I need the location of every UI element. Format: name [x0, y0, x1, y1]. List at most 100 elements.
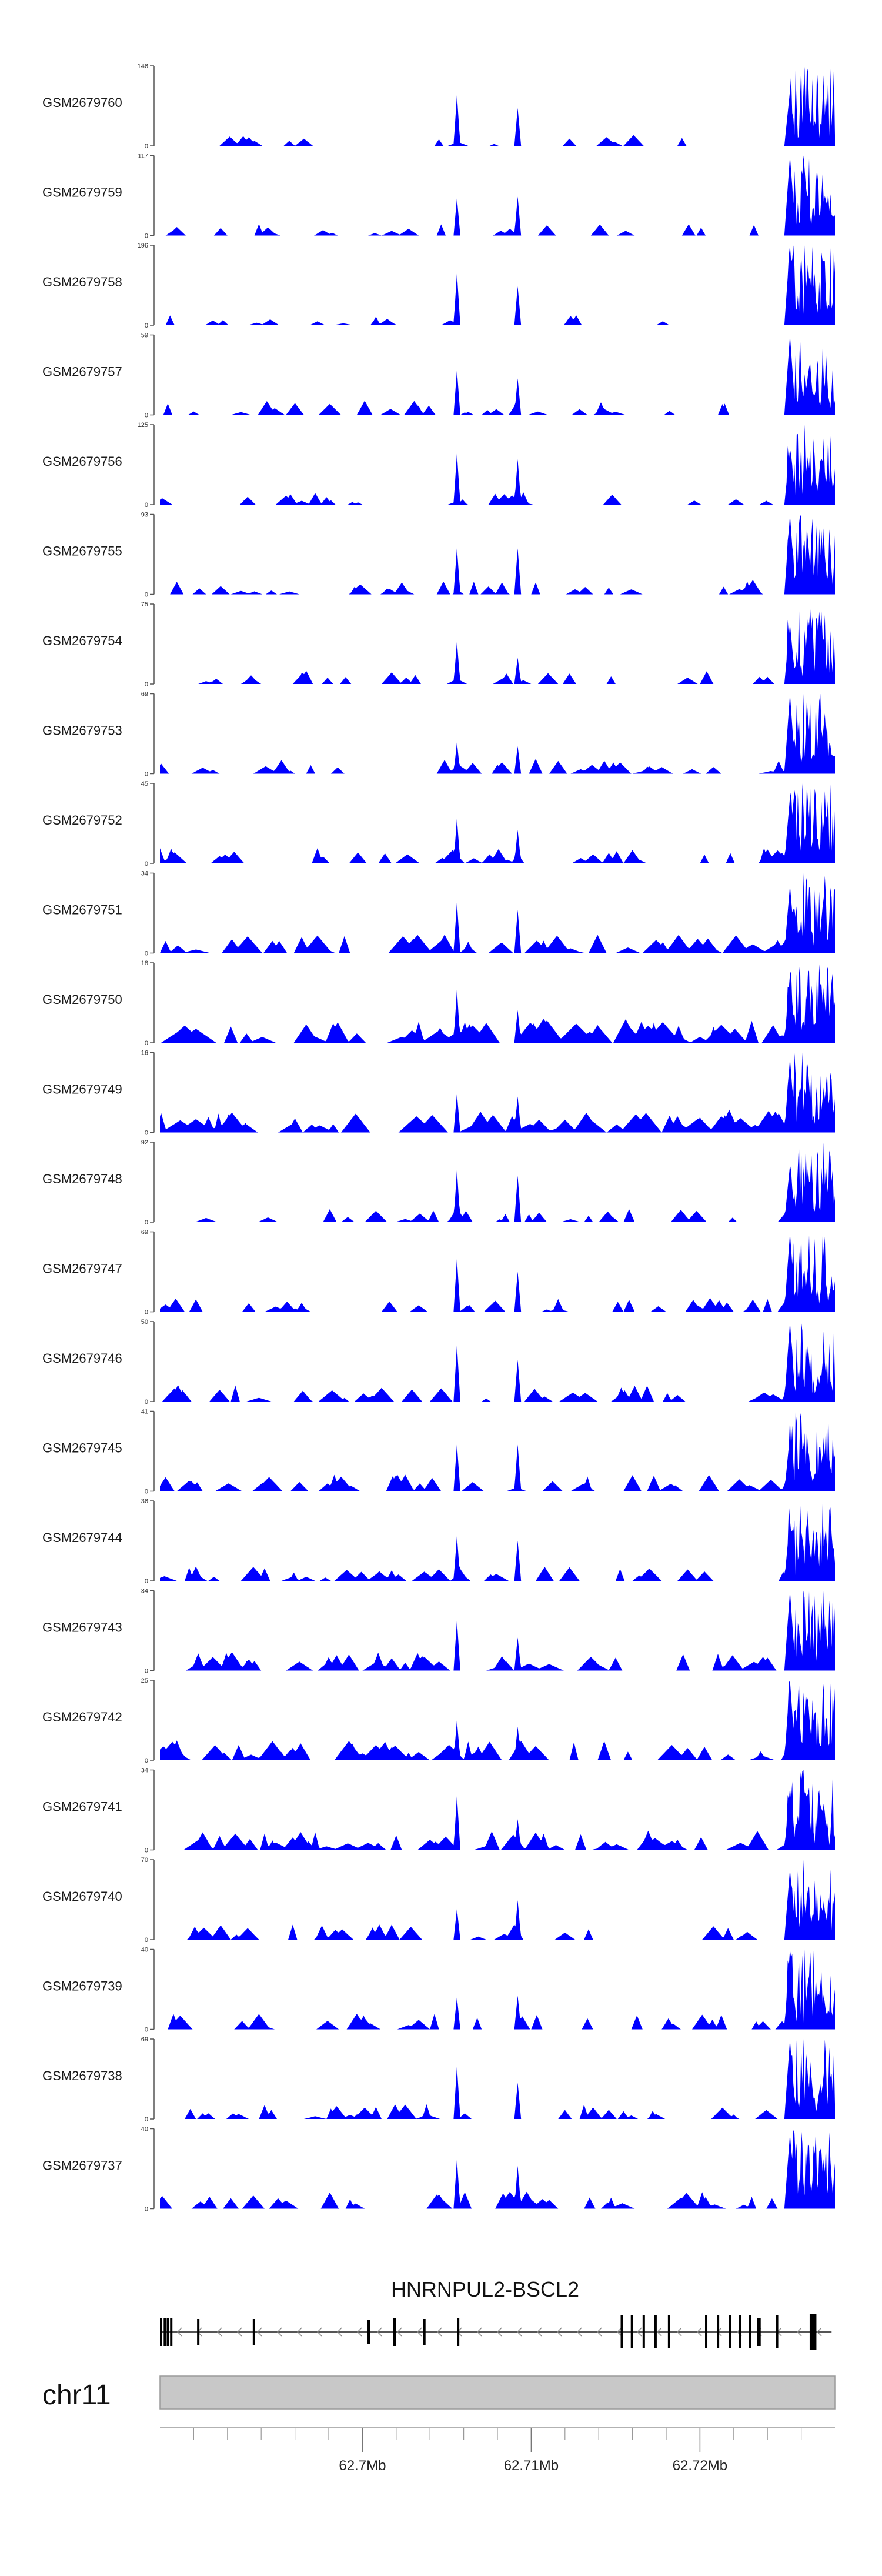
- strand-arrow: [356, 2327, 362, 2337]
- exon-block: [163, 2318, 166, 2346]
- track-sample-label: GSM2679754: [42, 633, 122, 648]
- y-max-label: 196: [138, 242, 148, 249]
- track-sample-label: GSM2679744: [42, 1530, 122, 1545]
- y-max-label: 34: [141, 1767, 148, 1774]
- y-min-label: 0: [145, 592, 148, 599]
- coverage-track: GSM2679746 50 0: [42, 1319, 835, 1406]
- coverage-area: [160, 335, 835, 415]
- exon-block: [457, 2318, 460, 2346]
- coverage-track: GSM2679745 41 0: [42, 1409, 835, 1496]
- track-sample-label: GSM2679747: [42, 1262, 122, 1276]
- exon-block: [705, 2315, 708, 2348]
- coverage-area: [160, 1142, 835, 1222]
- y-min-label: 0: [145, 1489, 148, 1496]
- y-min-label: 0: [145, 950, 148, 957]
- y-max-label: 69: [141, 691, 148, 698]
- y-min-label: 0: [145, 1040, 148, 1047]
- coverage-track: GSM2679749 16 0: [42, 1050, 835, 1137]
- y-min-label: 0: [145, 1668, 148, 1675]
- track-sample-label: GSM2679738: [42, 2068, 122, 2083]
- track-sample-label: GSM2679745: [42, 1441, 122, 1456]
- exon-block: [252, 2319, 255, 2345]
- track-sample-label: GSM2679760: [42, 95, 122, 110]
- exon-block: [170, 2318, 173, 2346]
- coverage-area: [160, 1411, 835, 1491]
- coverage-track: GSM2679739 40 0: [42, 1947, 835, 2034]
- strand-arrow: [336, 2327, 342, 2337]
- strand-arrow: [676, 2327, 682, 2337]
- track-sample-label: GSM2679739: [42, 1979, 122, 1994]
- chromosome-ideogram: [159, 2375, 836, 2410]
- y-min-label: 0: [145, 860, 148, 867]
- exon-block: [667, 2315, 670, 2348]
- coverage-area: [160, 783, 835, 863]
- y-max-label: 59: [141, 332, 148, 339]
- x-tick-label: 62.72Mb: [673, 2458, 727, 2474]
- coverage-track: GSM2679741 34 0: [42, 1767, 835, 1854]
- strand-arrow: [556, 2327, 562, 2337]
- y-max-label: 34: [141, 1588, 148, 1595]
- y-max-label: 18: [141, 960, 148, 967]
- y-max-label: 70: [141, 1857, 148, 1864]
- exon-block: [717, 2315, 720, 2348]
- tracks-layer: GSM2679760 146 0 GSM2679759 117 0 GSM2679758 19…: [42, 63, 835, 2213]
- track-sample-label: GSM2679737: [42, 2158, 122, 2173]
- exon-block: [423, 2319, 426, 2345]
- coverage-area: [160, 1232, 835, 1312]
- strand-arrow: [636, 2327, 642, 2337]
- y-min-label: 0: [145, 233, 148, 240]
- strand-arrow: [396, 2327, 402, 2337]
- coverage-area: [160, 2039, 835, 2119]
- coverage-track: GSM2679743 34 0: [42, 1588, 835, 1675]
- exon-block: [739, 2315, 741, 2348]
- coverage-area: [160, 1680, 835, 1760]
- strand-arrow: [176, 2327, 182, 2337]
- strand-arrow: [616, 2327, 622, 2337]
- strand-arrow: [276, 2327, 282, 2337]
- y-max-label: 93: [141, 512, 148, 519]
- coverage-track: GSM2679748 92 0: [42, 1139, 835, 1226]
- exon-block: [654, 2315, 657, 2348]
- track-sample-label: GSM2679753: [42, 723, 122, 738]
- coverage-track: GSM2679755 93 0: [42, 512, 835, 599]
- strand-arrow: [656, 2327, 662, 2337]
- y-min-label: 0: [145, 681, 148, 688]
- exon-block: [757, 2318, 761, 2346]
- y-min-label: 0: [145, 502, 148, 509]
- strand-arrow: [296, 2327, 302, 2337]
- coverage-track: GSM2679759 117 0: [42, 153, 835, 240]
- coverage-track: GSM2679738 69 0: [42, 2036, 835, 2123]
- y-max-label: 117: [138, 153, 148, 160]
- y-max-label: 45: [141, 780, 148, 788]
- y-min-label: 0: [145, 1309, 148, 1316]
- coverage-area: [160, 425, 835, 505]
- y-max-label: 41: [141, 1409, 148, 1416]
- strand-arrow: [796, 2327, 802, 2337]
- coverage-area: [160, 514, 835, 595]
- chromosome-label: chr11: [42, 2380, 111, 2411]
- track-sample-label: GSM2679752: [42, 813, 122, 827]
- coverage-area: [160, 155, 835, 236]
- y-max-label: 146: [138, 63, 148, 70]
- coverage-track: GSM2679742 25 0: [42, 1677, 835, 1764]
- exon-block: [197, 2319, 200, 2345]
- coverage-area: [160, 963, 835, 1043]
- coverage-area: [160, 1052, 835, 1133]
- y-min-label: 0: [145, 1578, 148, 1585]
- exon-block: [749, 2315, 751, 2348]
- y-min-label: 0: [145, 412, 148, 419]
- strand-arrow: [816, 2327, 822, 2337]
- strand-arrow: [496, 2327, 502, 2337]
- strand-arrow: [236, 2327, 242, 2337]
- y-max-label: 125: [138, 422, 148, 429]
- coverage-area: [160, 604, 835, 684]
- coverage-area: [160, 1949, 835, 2030]
- y-min-label: 0: [145, 2206, 148, 2213]
- track-sample-label: GSM2679759: [42, 185, 122, 200]
- track-sample-label: GSM2679749: [42, 1082, 122, 1097]
- y-max-label: 40: [141, 1947, 148, 1954]
- coverage-track: GSM2679750 18 0: [42, 960, 835, 1047]
- gene-model: HNRNPUL2-BSCL2: [160, 2277, 832, 2350]
- strand-arrow: [476, 2327, 482, 2337]
- y-max-label: 69: [141, 1229, 148, 1236]
